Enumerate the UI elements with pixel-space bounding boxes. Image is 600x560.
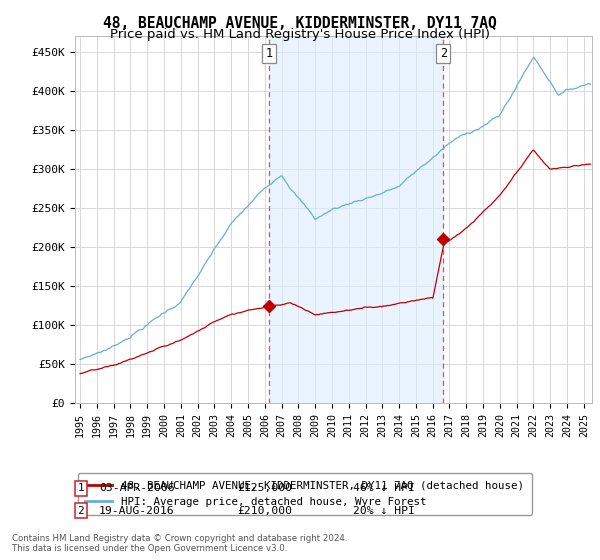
Legend: 48, BEAUCHAMP AVENUE, KIDDERMINSTER, DY11 7AQ (detached house), HPI: Average pri: 48, BEAUCHAMP AVENUE, KIDDERMINSTER, DY1… xyxy=(78,473,532,515)
Text: 48, BEAUCHAMP AVENUE, KIDDERMINSTER, DY11 7AQ: 48, BEAUCHAMP AVENUE, KIDDERMINSTER, DY1… xyxy=(103,16,497,31)
Text: 2: 2 xyxy=(440,47,447,60)
Text: 1: 1 xyxy=(265,47,272,60)
Text: 03-APR-2006: 03-APR-2006 xyxy=(99,483,175,493)
Text: Contains HM Land Registry data © Crown copyright and database right 2024.
This d: Contains HM Land Registry data © Crown c… xyxy=(12,534,347,553)
Text: 20% ↓ HPI: 20% ↓ HPI xyxy=(353,506,415,516)
Text: 2: 2 xyxy=(77,506,85,516)
Text: 19-AUG-2016: 19-AUG-2016 xyxy=(99,506,175,516)
Text: 1: 1 xyxy=(77,483,85,493)
Text: 46% ↓ HPI: 46% ↓ HPI xyxy=(353,483,415,493)
Text: £210,000: £210,000 xyxy=(237,506,292,516)
Text: Price paid vs. HM Land Registry's House Price Index (HPI): Price paid vs. HM Land Registry's House … xyxy=(110,28,490,41)
Bar xyxy=(269,36,443,403)
Text: £125,000: £125,000 xyxy=(237,483,292,493)
